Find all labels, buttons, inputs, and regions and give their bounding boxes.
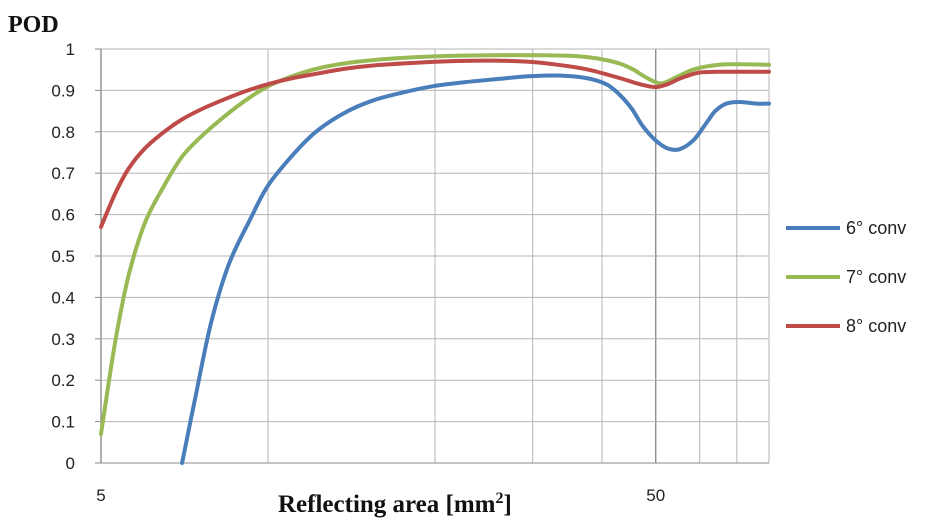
- legend-label-8-conv: 8° conv: [846, 316, 906, 336]
- y-tick-label: 0.1: [51, 413, 75, 432]
- y-gridlines: [95, 48, 769, 464]
- series-line-7-conv: [99, 53, 771, 436]
- y-tick-label: 0: [66, 454, 75, 473]
- y-tick-label: 0.3: [51, 330, 75, 349]
- x-axis-title: Reflecting area [mm2]: [278, 490, 512, 518]
- y-axis-title: POD: [8, 12, 59, 38]
- x-tick-label: 5: [96, 486, 105, 505]
- y-tick-label: 0.6: [51, 206, 75, 225]
- y-tick-label: 0.5: [51, 247, 75, 266]
- x-axis-title-main: Reflecting area [mm: [278, 491, 496, 518]
- y-tick-label: 1: [66, 40, 75, 59]
- y-tick-label: 0.2: [51, 371, 75, 390]
- legend: 6° conv 7° conv 8° conv: [786, 218, 906, 336]
- y-tick-label: 0.7: [51, 164, 75, 183]
- y-tick-label: 0.4: [51, 288, 75, 307]
- x-axis-title-superscript: 2: [496, 490, 504, 507]
- legend-label-6-conv: 6° conv: [846, 218, 906, 238]
- y-tick-labels: 0 0.1 0.2 0.3 0.4 0.5 0.6 0.7 0.8 0.9 1: [51, 40, 75, 473]
- series-line-8-conv: [99, 58, 771, 229]
- y-tick-label: 0.9: [51, 81, 75, 100]
- legend-label-7-conv: 7° conv: [846, 267, 906, 287]
- series-lines: [99, 53, 771, 465]
- x-tick-labels: 5 50: [96, 486, 665, 505]
- y-tick-label: 0.8: [51, 123, 75, 142]
- x-axis-title-suffix: ]: [504, 491, 512, 518]
- series-line-6-conv: [180, 73, 771, 465]
- x-tick-label: 50: [646, 486, 665, 505]
